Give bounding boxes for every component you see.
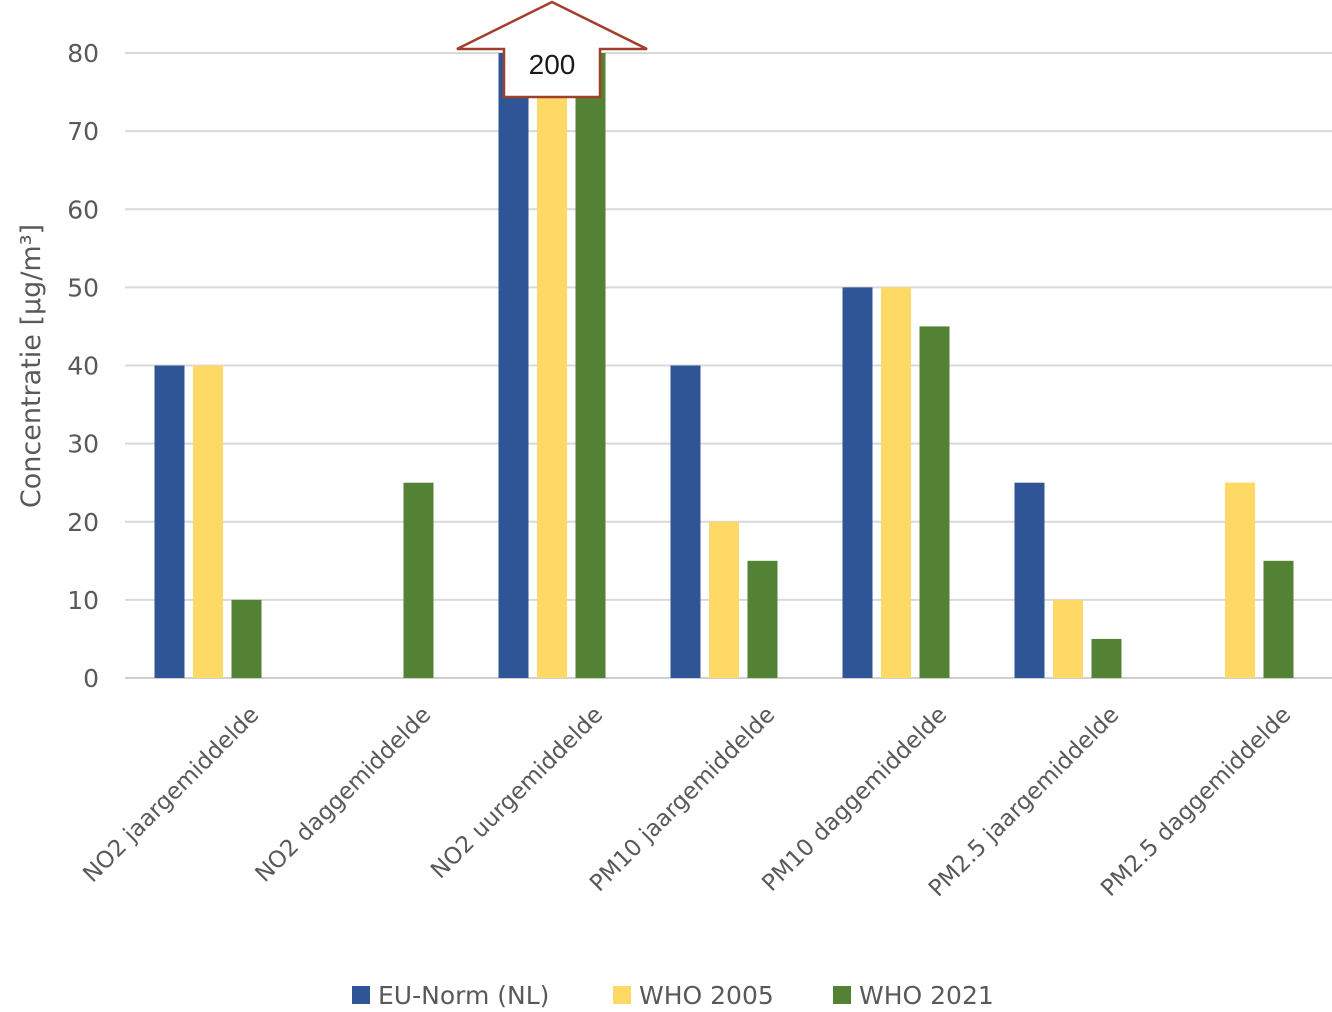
bars xyxy=(154,53,1294,678)
value-callout: 200 xyxy=(456,0,648,99)
bar-who-2021 xyxy=(1263,560,1294,678)
y-axis-ticks: 0 10 20 30 40 50 60 70 80 xyxy=(67,39,99,693)
y-tick-label: 50 xyxy=(67,273,99,302)
y-tick-label: 10 xyxy=(67,586,99,615)
y-tick-label: 20 xyxy=(67,508,99,537)
bar-who-2005 xyxy=(1053,599,1083,678)
x-category-label: PM2.5 daggemiddelde xyxy=(1096,702,1296,902)
x-category-label: PM10 daggemiddelde xyxy=(757,702,952,897)
bar-eu-norm-nl xyxy=(498,53,529,678)
legend-swatch xyxy=(833,986,851,1004)
x-category-label: PM2.5 jaargemiddelde xyxy=(924,702,1124,902)
legend-label: EU-Norm (NL) xyxy=(378,981,549,1010)
callout-value-label: 200 xyxy=(529,49,576,80)
bar-eu-norm-nl xyxy=(842,287,873,678)
bar-who-2021 xyxy=(919,326,950,678)
bar-eu-norm-nl xyxy=(1014,482,1045,678)
bar-who-2021 xyxy=(403,482,434,678)
legend: EU-Norm (NL) WHO 2005 WHO 2021 xyxy=(352,981,994,1010)
bar-who-2005 xyxy=(1225,482,1255,678)
bar-who-2005 xyxy=(537,53,567,678)
bar-who-2021 xyxy=(231,599,262,678)
gridlines xyxy=(125,52,1332,679)
x-category-label: NO2 daggemiddelde xyxy=(251,702,437,888)
bar-eu-norm-nl xyxy=(670,365,701,678)
y-tick-label: 40 xyxy=(67,352,99,381)
y-tick-label: 70 xyxy=(67,117,99,146)
legend-label: WHO 2005 xyxy=(639,981,774,1010)
x-category-label: NO2 jaargemiddelde xyxy=(78,702,264,888)
bar-who-2021 xyxy=(1091,638,1122,678)
legend-swatch xyxy=(613,986,631,1004)
bar-who-2005 xyxy=(193,365,223,678)
legend-label: WHO 2021 xyxy=(859,981,994,1010)
x-category-label: PM10 jaargemiddelde xyxy=(585,702,780,897)
y-tick-label: 80 xyxy=(67,39,99,68)
legend-swatch xyxy=(352,986,370,1004)
bar-who-2021 xyxy=(575,53,606,678)
bar-who-2005 xyxy=(709,521,739,678)
bar-who-2021 xyxy=(747,560,778,678)
bar-eu-norm-nl xyxy=(154,365,185,678)
y-axis-title: Concentratie [µg/m³] xyxy=(16,224,47,508)
x-category-label: NO2 uurgemiddelde xyxy=(426,702,608,884)
y-tick-label: 0 xyxy=(83,664,99,693)
bar-who-2005 xyxy=(881,287,911,678)
y-tick-label: 60 xyxy=(67,195,99,224)
callout-arrow-shape xyxy=(456,0,648,99)
y-tick-label: 30 xyxy=(67,430,99,459)
